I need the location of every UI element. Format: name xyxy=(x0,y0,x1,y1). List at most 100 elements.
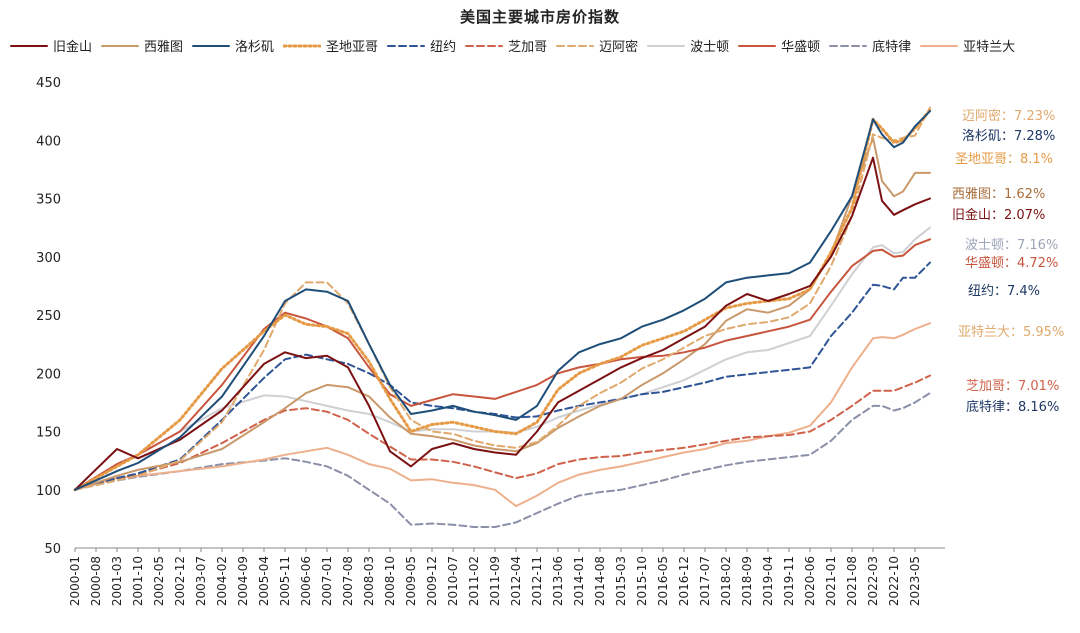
x-tick-label: 2018-02 xyxy=(719,556,733,606)
x-tick-label: 2011-09 xyxy=(488,556,502,606)
legend-label: 华盛顿 xyxy=(781,40,821,55)
x-tick-label: 2022-03 xyxy=(866,556,880,606)
legend-swatch xyxy=(101,44,140,47)
series-line-芝加哥 xyxy=(74,374,931,491)
x-tick-label: 2020-06 xyxy=(803,556,817,606)
legend-item-旧金山: 旧金山 xyxy=(10,36,92,55)
legend-label: 纽约 xyxy=(430,40,457,55)
series-lines xyxy=(73,106,932,528)
x-tick-label: 2023-05 xyxy=(908,556,922,606)
annotation-西雅图: 西雅图：1.62% xyxy=(952,187,1045,202)
legend-swatch xyxy=(738,44,777,47)
series-line-洛杉矶 xyxy=(74,110,931,491)
x-tick-label: 2015-03 xyxy=(614,556,628,606)
annotation-底特律: 底特律：8.16% xyxy=(966,399,1059,415)
annotation-纽约: 纽约：7.4% xyxy=(968,284,1040,299)
x-tick-label: 2009-12 xyxy=(425,556,439,606)
x-tick-label: 2014-08 xyxy=(593,556,607,606)
x-tick-label: 2009-05 xyxy=(404,556,418,606)
legend-item-芝加哥: 芝加哥 xyxy=(465,36,547,55)
legend-swatch xyxy=(829,44,868,47)
y-tick-label: 250 xyxy=(36,309,61,324)
x-tick-label: 2016-12 xyxy=(677,556,691,606)
y-tick-label: 450 xyxy=(36,76,61,91)
annotation-旧金山: 旧金山：2.07% xyxy=(952,207,1045,223)
x-tick-label: 2014-01 xyxy=(572,556,586,606)
x-tick-label: 2002-12 xyxy=(173,556,187,606)
y-tick-label: 200 xyxy=(36,367,61,382)
x-tick-label: 2021-01 xyxy=(824,556,838,606)
series-line-旧金山 xyxy=(74,156,931,491)
annotation-华盛顿: 华盛顿：4.72% xyxy=(965,256,1058,271)
x-tick-label: 2001-10 xyxy=(131,556,145,606)
legend-label: 亚特兰大 xyxy=(963,40,1016,55)
y-tick-label: 100 xyxy=(36,484,61,499)
legend-swatch xyxy=(920,44,959,47)
x-tick-label: 2000-08 xyxy=(89,556,103,606)
legend-item-西雅图: 西雅图 xyxy=(101,36,183,55)
x-tick-label: 2016-05 xyxy=(656,556,670,606)
series-line-西雅图 xyxy=(74,136,931,491)
legend-swatch xyxy=(283,44,322,47)
x-tick-label: 2002-05 xyxy=(152,556,166,606)
x-tick-label: 2000-01 xyxy=(68,556,82,606)
legend-label: 旧金山 xyxy=(53,40,93,55)
chart-title: 美国主要城市房价指数 xyxy=(459,8,620,26)
x-tick-label: 2012-04 xyxy=(509,556,523,606)
x-tick-label: 2003-07 xyxy=(194,556,208,606)
legend-item-纽约: 纽约 xyxy=(387,36,456,55)
legend-item-底特律: 底特律 xyxy=(829,36,911,55)
annotation-洛杉矶: 洛杉矶：7.28% xyxy=(962,129,1055,144)
x-tick-label: 2001-03 xyxy=(110,556,124,606)
legend: 旧金山 西雅图 洛杉矶 圣地亚哥 纽约 芝加哥 迈阿密 波士顿 华盛顿 底特律 亚特兰大 xyxy=(10,36,1024,60)
x-tick-label: 2008-03 xyxy=(362,556,376,606)
legend-label: 芝加哥 xyxy=(508,40,548,55)
legend-label: 迈阿密 xyxy=(599,40,639,55)
legend-label: 洛杉矶 xyxy=(235,40,275,55)
axes: 50 100 150 200 250 300 350 400 450 2000-01 2000-08… xyxy=(36,76,945,606)
x-tick-label: 2005-11 xyxy=(278,556,292,606)
legend-item-华盛顿: 华盛顿 xyxy=(738,36,820,55)
x-tick-label: 2004-09 xyxy=(236,556,250,606)
legend-swatch xyxy=(647,44,686,47)
series-line-亚特兰大 xyxy=(74,322,931,508)
legend-item-波士顿: 波士顿 xyxy=(647,36,729,55)
y-tick-label: 400 xyxy=(36,134,61,149)
legend-label: 波士顿 xyxy=(690,40,730,55)
x-tick-label: 2004-02 xyxy=(215,556,229,606)
x-tick-label: 2022-10 xyxy=(887,556,901,606)
annotation-芝加哥: 芝加哥：7.01% xyxy=(966,378,1059,394)
x-tick-label: 2019-04 xyxy=(761,556,775,606)
x-tick-label: 2012-11 xyxy=(530,556,544,606)
end-annotations: 迈阿密：7.23% 洛杉矶：7.28% 圣地亚哥：8.1% 西雅图：1.62% 旧金山：… xyxy=(952,108,1064,415)
series-line-圣地亚哥 xyxy=(73,108,932,492)
x-tick-label: 2010-07 xyxy=(446,556,460,606)
legend-item-亚特兰大: 亚特兰大 xyxy=(920,36,1015,55)
x-tick-label: 2015-10 xyxy=(635,556,649,606)
annotation-圣地亚哥: 圣地亚哥：8.1% xyxy=(955,152,1053,167)
series-line-底特律 xyxy=(74,392,931,528)
x-tick-label: 2013-06 xyxy=(551,556,565,606)
x-tick-label: 2011-02 xyxy=(467,556,481,606)
legend-label: 西雅图 xyxy=(144,40,184,55)
legend-swatch xyxy=(387,44,426,47)
legend-swatch xyxy=(465,44,504,47)
x-tick-label: 2019-11 xyxy=(782,556,796,606)
series-line-波士顿 xyxy=(74,226,931,491)
legend-swatch xyxy=(192,44,231,47)
y-tick-label: 350 xyxy=(36,193,61,208)
y-tick-label: 50 xyxy=(44,542,61,557)
y-tick-label: 150 xyxy=(36,426,61,441)
series-line-华盛顿 xyxy=(74,238,931,491)
annotation-波士顿: 波士顿：7.16% xyxy=(965,238,1058,253)
x-tick-label: 2018-09 xyxy=(740,556,754,606)
y-tick-label: 300 xyxy=(36,251,61,266)
x-tick-label: 2017-07 xyxy=(698,556,712,606)
series-line-纽约 xyxy=(74,261,931,491)
x-tick-label: 2007-01 xyxy=(320,556,334,606)
annotation-迈阿密: 迈阿密：7.23% xyxy=(962,108,1055,124)
legend-swatch xyxy=(556,44,595,47)
x-tick-label: 2005-04 xyxy=(257,556,271,606)
series-line-迈阿密 xyxy=(74,106,931,491)
